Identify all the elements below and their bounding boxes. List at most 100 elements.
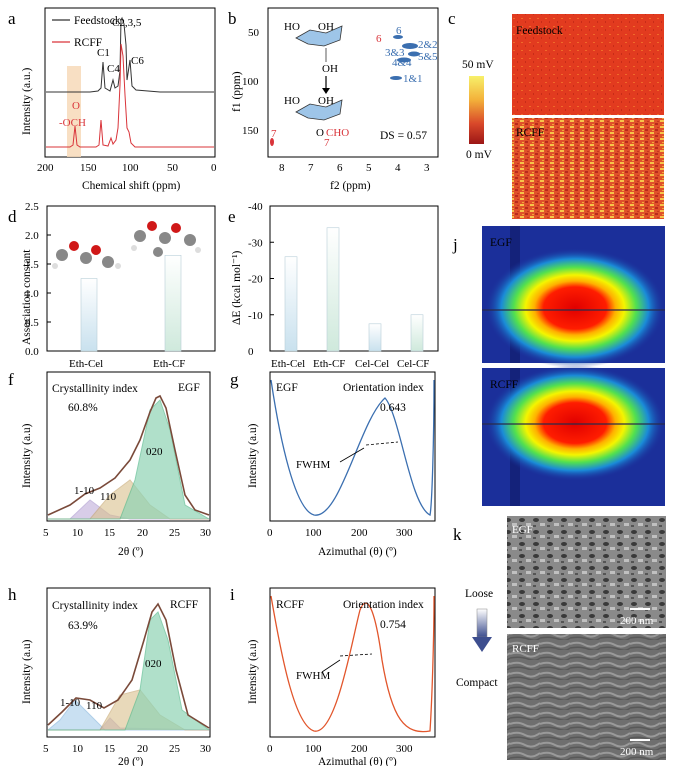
- yticks-e: 0 -10 -20 -30 -40: [248, 201, 274, 358]
- fwhm-line-g: [365, 441, 399, 446]
- xtick: 4: [395, 162, 401, 174]
- saxs-scatter-rcff: [485, 365, 665, 481]
- crosspeak-label: 4&4: [392, 57, 412, 69]
- xtick: 20: [137, 527, 149, 539]
- xtick: 25: [169, 527, 181, 539]
- panel-i: i FWHM RCFF Orientation index 0.754 0 10…: [230, 585, 436, 766]
- xtick: 200: [351, 743, 368, 755]
- crosspeak-label: 1&1: [403, 73, 423, 85]
- ytick-label: 2.5: [25, 201, 39, 213]
- xtick: 5: [366, 162, 372, 174]
- panel-label-k: k: [453, 525, 462, 544]
- xtick: 5: [43, 743, 49, 755]
- axes-frame-i: [269, 587, 436, 738]
- xticks-a: 200 150 100 50 0: [37, 162, 217, 174]
- ring-label: OH: [318, 95, 334, 107]
- ylabel-d: Association constant: [21, 249, 33, 345]
- xtick: 200: [351, 527, 368, 539]
- axes-frame-a: [44, 7, 216, 158]
- ring-label: OH: [322, 63, 338, 75]
- xtick: 150: [80, 162, 97, 174]
- ytick: 50: [248, 27, 260, 39]
- ylabel-a: Intensity (a.u.): [21, 67, 33, 135]
- ci-title-h: Crystallinity index: [52, 600, 138, 612]
- scale-label-rcff: 200 nm: [620, 746, 654, 758]
- xtick: 100: [122, 162, 139, 174]
- xtick: 100: [305, 743, 322, 755]
- bars-d: Eth-Cel Eth-CF: [69, 255, 185, 370]
- xtick: 5: [43, 527, 49, 539]
- ylabel-f: Intensity (a.u): [21, 423, 33, 488]
- ring-label: O: [316, 127, 324, 139]
- xtick: 20: [137, 743, 149, 755]
- kpfm-label-feedstock: Feedstock: [516, 25, 563, 37]
- xtick-label: Eth-CF: [313, 358, 345, 370]
- peak-c4: C4: [107, 63, 120, 75]
- sample-f: EGF: [178, 382, 200, 394]
- sample-i: RCFF: [276, 599, 304, 611]
- crosspeak-label: 5&5: [418, 51, 438, 63]
- loose-compact-arrow-head: [472, 637, 492, 652]
- xtick: 10: [72, 527, 84, 539]
- peak-110-f: 110: [100, 491, 117, 503]
- xticks-h: 5 10 15 20 25 30: [43, 743, 212, 755]
- kpfm-map-rcff: [512, 118, 664, 219]
- xlabel-h: 2θ (º): [118, 756, 144, 766]
- molecule-eth-cf: [131, 221, 201, 257]
- ci-value-h: 63.9%: [68, 620, 98, 632]
- fit-peak-020-h: [48, 611, 210, 731]
- hsqc-crosspeaks: 6 6 3&3 2&2 4&4 5&5 1&1 7: [270, 25, 438, 146]
- saxs-label-egf: EGF: [490, 237, 512, 249]
- panel-label-i: i: [230, 585, 235, 604]
- scale-label-egf: 200 nm: [620, 615, 654, 627]
- xlabel-i: Azimuthal (θ) (º): [318, 756, 397, 766]
- ytick-label: -20: [248, 274, 263, 286]
- oi-title-i: Orientation index: [343, 599, 424, 611]
- azimuthal-profile-rcff: [270, 595, 435, 733]
- ytick-label: -40: [248, 201, 263, 213]
- xtick: 300: [396, 527, 413, 539]
- ytick: 100: [242, 76, 259, 88]
- glucose-ring-bottom: HO OH O CHO 7: [284, 95, 349, 149]
- ylabel-i: Intensity (a.u): [247, 639, 259, 704]
- sample-h: RCFF: [170, 599, 198, 611]
- ring-label: HO: [284, 95, 300, 107]
- ylabel-b: f1 (ppm): [231, 71, 243, 112]
- crosspeak-label: 6: [396, 25, 402, 37]
- oi-title-g: Orientation index: [343, 382, 424, 394]
- saxs-scatter-egf: [485, 248, 665, 368]
- ring-label: 7: [324, 137, 330, 149]
- xlabel-g: Azimuthal (θ) (º): [318, 546, 397, 558]
- molecule-eth-cel: [52, 241, 121, 269]
- bar-eth-cel: [284, 256, 298, 352]
- peak-c6: C6: [131, 55, 144, 67]
- panel-j: j EGF RCFF: [452, 226, 665, 506]
- crosspeak-label: 6: [376, 33, 382, 45]
- colorbar: [469, 76, 484, 144]
- axes-frame-f: [46, 371, 211, 522]
- axes-frame-d: [46, 205, 216, 352]
- xtick-label: Cel-Cel: [355, 358, 389, 370]
- panel-label-a: a: [8, 9, 16, 28]
- xtick: 300: [396, 743, 413, 755]
- panel-label-b: b: [228, 9, 237, 28]
- bar-eth-cel: [80, 278, 98, 352]
- panel-k: k EGF 200 nm RCFF 200 nm Loose Compact: [453, 516, 666, 760]
- bar-cel-cel: [368, 323, 382, 352]
- fit-peak-020: [48, 399, 210, 520]
- panel-e: e ΔE (kcal mol⁻¹) 0-10-20-30-40 Eth-Cel E…: [228, 201, 439, 370]
- panel-label-g: g: [230, 370, 239, 389]
- xticks-b: 8 7 6 5 4 3: [279, 162, 430, 174]
- bar-eth-cf: [164, 255, 182, 352]
- xticks-i: 0 100 200 300: [267, 743, 413, 755]
- xtick: 8: [279, 162, 285, 174]
- ytick-label: 0.5: [25, 317, 39, 329]
- reaction-arrow-head: [322, 88, 330, 94]
- och-o-label: O: [72, 100, 80, 112]
- fwhm-pointer-g: [339, 447, 365, 463]
- kpfm-map-feedstock: [512, 14, 664, 115]
- xtick: 0: [267, 527, 273, 539]
- fwhm-label-i: FWHM: [296, 670, 330, 682]
- panel-f: f Crystallinity index 60.8% EGF 1-10 110…: [8, 370, 212, 558]
